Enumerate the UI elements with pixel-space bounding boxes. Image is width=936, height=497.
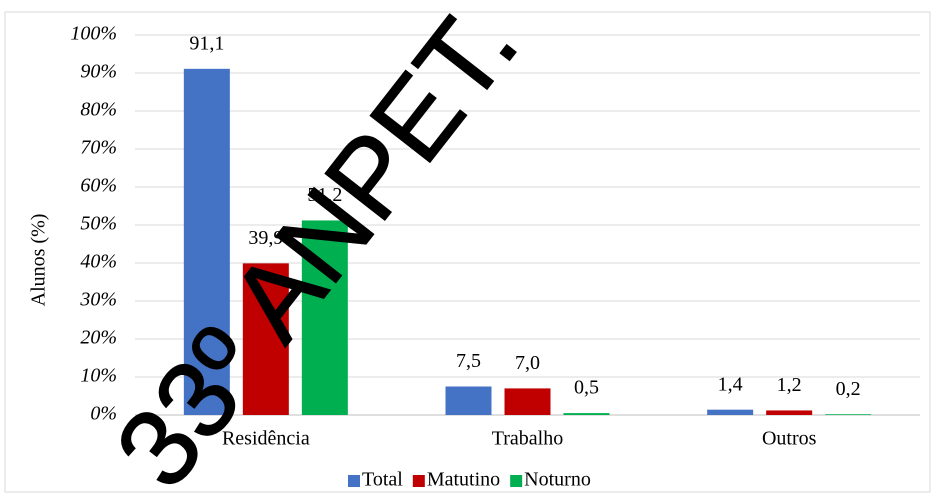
y-tick-label: 40% <box>80 251 117 273</box>
bar <box>563 413 610 415</box>
bar <box>707 409 754 415</box>
bar <box>445 386 492 415</box>
value-label: 39,9 <box>248 227 283 249</box>
value-label: 7,5 <box>456 350 481 372</box>
legend-label: Noturno <box>524 469 591 491</box>
y-tick-label: 20% <box>80 327 117 349</box>
x-tick-label: Outros <box>762 428 817 450</box>
bar <box>301 220 348 415</box>
legend-label: Total <box>362 469 403 491</box>
value-label: 51,2 <box>307 184 342 206</box>
value-label: 1,2 <box>777 374 802 396</box>
value-label: 0,5 <box>574 377 599 399</box>
y-tick-label: 0% <box>90 403 117 425</box>
legend-swatch <box>510 475 523 487</box>
y-tick-label: 30% <box>79 289 117 311</box>
legend-label: Matutino <box>427 469 500 491</box>
value-label: 0,2 <box>836 378 861 400</box>
y-tick-label: 10% <box>80 365 117 387</box>
bar <box>504 388 551 415</box>
bar <box>825 414 872 415</box>
legend-swatch <box>412 475 425 487</box>
legend-swatch <box>348 475 360 487</box>
y-tick-label: 70% <box>80 137 117 159</box>
bar <box>183 68 230 415</box>
value-label: 1,4 <box>718 373 743 395</box>
bar <box>766 410 813 415</box>
chart-border <box>4 11 931 493</box>
y-tick-label: 60% <box>80 175 117 197</box>
y-axis-label: Alunos (%) <box>28 214 50 307</box>
value-label: 91,1 <box>189 32 224 54</box>
y-tick-label: 50% <box>80 213 117 235</box>
y-tick-label: 80% <box>80 99 117 121</box>
x-tick-label: Trabalho <box>492 428 563 450</box>
value-label: 7,0 <box>515 352 540 374</box>
x-tick-label: Residência <box>222 428 310 450</box>
y-tick-label: 90% <box>80 61 117 83</box>
bar <box>242 263 289 415</box>
y-tick-label: 100% <box>70 23 117 45</box>
